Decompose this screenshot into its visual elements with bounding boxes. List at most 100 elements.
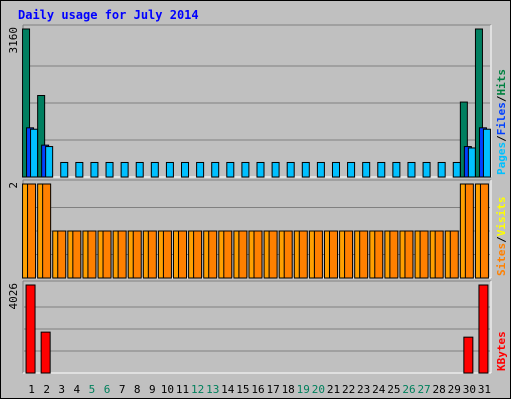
x-tick-label: 18 bbox=[282, 383, 295, 396]
x-tick-label: 6 bbox=[104, 383, 111, 396]
x-tick-label: 30 bbox=[463, 383, 476, 396]
x-tick-label: 3 bbox=[58, 383, 65, 396]
bar-sites-day-3 bbox=[58, 231, 66, 278]
bar-pages-day-9 bbox=[151, 162, 158, 177]
bar-pages-day-24 bbox=[378, 162, 385, 177]
y-max-label: 2 bbox=[7, 182, 20, 189]
x-tick-label: 15 bbox=[236, 383, 249, 396]
bar-kbytes-day-31 bbox=[479, 285, 488, 373]
x-tick-label: 20 bbox=[312, 383, 325, 396]
x-tick-label: 27 bbox=[417, 383, 430, 396]
bar-sites-day-22 bbox=[345, 231, 353, 278]
bar-pages-day-2 bbox=[46, 147, 53, 177]
bar-pages-day-5 bbox=[91, 162, 98, 177]
bar-sites-day-14 bbox=[224, 231, 232, 278]
x-tick-label: 17 bbox=[266, 383, 279, 396]
x-tick-label: 31 bbox=[478, 383, 491, 396]
bar-pages-day-11 bbox=[182, 162, 189, 177]
legend-entry: Pages bbox=[495, 142, 508, 175]
legend-entry: Hits bbox=[495, 69, 508, 96]
bar-sites-day-21 bbox=[329, 231, 337, 278]
bar-sites-day-7 bbox=[118, 231, 126, 278]
bar-sites-day-4 bbox=[73, 231, 81, 278]
bar-pages-day-28 bbox=[438, 162, 445, 177]
bar-sites-day-9 bbox=[148, 231, 156, 278]
y-max-label: 3160 bbox=[7, 27, 20, 54]
legend-bottom: KBytes bbox=[495, 331, 508, 371]
bar-sites-day-13 bbox=[209, 231, 217, 278]
bar-pages-day-4 bbox=[76, 162, 83, 177]
bar-pages-day-10 bbox=[166, 162, 173, 177]
bar-pages-day-15 bbox=[242, 162, 249, 177]
bar-pages-day-14 bbox=[227, 162, 234, 177]
bar-pages-day-30 bbox=[468, 148, 475, 177]
bar-sites-day-12 bbox=[194, 231, 202, 278]
bar-sites-day-20 bbox=[314, 231, 322, 278]
x-tick-label: 16 bbox=[251, 383, 264, 396]
bar-pages-day-21 bbox=[332, 162, 339, 177]
bar-sites-day-18 bbox=[284, 231, 292, 278]
x-tick-label: 28 bbox=[433, 383, 446, 396]
bar-sites-day-10 bbox=[163, 231, 171, 278]
x-tick-label: 29 bbox=[448, 383, 461, 396]
y-max-label: 4026 bbox=[7, 283, 20, 310]
x-tick-label: 13 bbox=[206, 383, 219, 396]
x-tick-label: 14 bbox=[221, 383, 235, 396]
bar-sites-day-17 bbox=[269, 231, 277, 278]
x-tick-label: 23 bbox=[357, 383, 370, 396]
bar-pages-day-3 bbox=[61, 162, 68, 177]
x-tick-label: 24 bbox=[372, 383, 386, 396]
panel-middle: 2 Sites/Visits bbox=[7, 180, 508, 278]
bar-kbytes-day-30 bbox=[464, 337, 473, 373]
bar-pages-day-1 bbox=[31, 129, 38, 177]
x-tick-label: 2 bbox=[43, 383, 50, 396]
bar-pages-day-27 bbox=[423, 162, 430, 177]
bar-pages-day-22 bbox=[348, 162, 355, 177]
bar-sites-day-16 bbox=[254, 231, 262, 278]
panel-background bbox=[23, 281, 491, 373]
x-tick-label: 21 bbox=[327, 383, 340, 396]
bar-sites-day-19 bbox=[299, 231, 307, 278]
bar-sites-day-23 bbox=[360, 231, 368, 278]
x-tick-label: 19 bbox=[297, 383, 310, 396]
bar-sites-day-1 bbox=[28, 184, 36, 278]
bar-sites-day-27 bbox=[420, 231, 428, 278]
bar-sites-day-2 bbox=[43, 184, 51, 278]
x-tick-label: 11 bbox=[176, 383, 189, 396]
bar-pages-day-26 bbox=[408, 162, 415, 177]
bar-sites-day-15 bbox=[239, 231, 247, 278]
bar-pages-day-19 bbox=[302, 162, 309, 177]
bar-pages-day-16 bbox=[257, 162, 264, 177]
bar-sites-day-5 bbox=[88, 231, 96, 278]
bar-sites-day-8 bbox=[133, 231, 141, 278]
legend-top: Pages/Files/Hits bbox=[495, 69, 508, 175]
x-tick-label: 26 bbox=[402, 383, 415, 396]
x-tick-label: 10 bbox=[161, 383, 174, 396]
bar-pages-day-29 bbox=[453, 162, 460, 177]
panel-background bbox=[23, 25, 491, 177]
x-tick-label: 9 bbox=[149, 383, 156, 396]
bar-pages-day-17 bbox=[272, 162, 279, 177]
x-tick-label: 4 bbox=[74, 383, 81, 396]
panel-bottom: 4026 KBytes bbox=[7, 281, 508, 373]
bar-sites-day-31 bbox=[480, 184, 488, 278]
bar-kbytes-day-1 bbox=[26, 285, 35, 373]
x-tick-label: 1 bbox=[28, 383, 35, 396]
x-tick-label: 8 bbox=[134, 383, 141, 396]
bar-sites-day-29 bbox=[450, 231, 458, 278]
legend-middle: Sites/Visits bbox=[495, 197, 508, 277]
bar-pages-day-25 bbox=[393, 162, 400, 177]
x-tick-label: 25 bbox=[387, 383, 400, 396]
bar-pages-day-12 bbox=[197, 162, 204, 177]
bar-sites-day-24 bbox=[375, 231, 383, 278]
bar-sites-day-25 bbox=[390, 231, 398, 278]
bar-sites-day-30 bbox=[465, 184, 473, 278]
bar-kbytes-day-2 bbox=[41, 332, 50, 373]
bar-sites-day-26 bbox=[405, 231, 413, 278]
legend-entry: Files bbox=[495, 102, 508, 135]
x-tick-label: 12 bbox=[191, 383, 204, 396]
bar-pages-day-31 bbox=[483, 129, 490, 177]
x-tick-label: 7 bbox=[119, 383, 126, 396]
bar-pages-day-7 bbox=[121, 162, 128, 177]
